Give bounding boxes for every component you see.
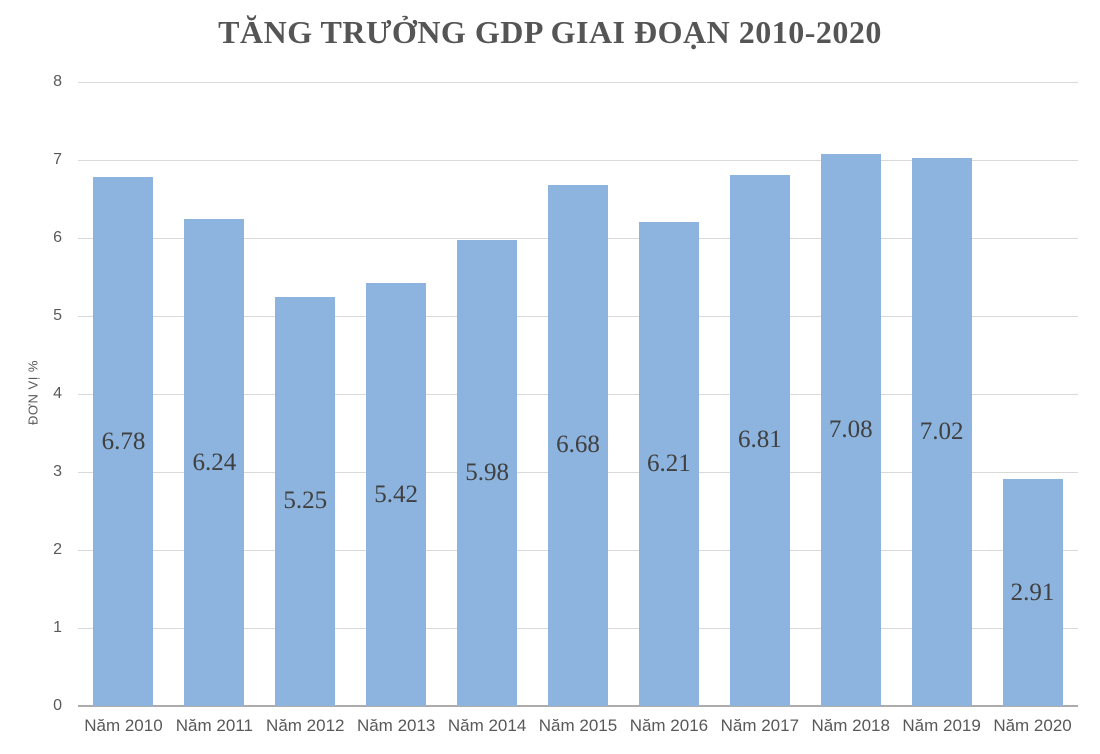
bar-2016 bbox=[638, 221, 699, 706]
x-tick-label-2013: Năm 2013 bbox=[356, 716, 436, 735]
x-tick-label-2012: Năm 2012 bbox=[266, 716, 345, 735]
bar-value-label-2019: 7.02 bbox=[919, 418, 964, 446]
bar-2019 bbox=[911, 158, 972, 706]
y-tick-label-1: 1 bbox=[53, 619, 62, 636]
x-tick-label-2011: Năm 2011 bbox=[175, 716, 253, 735]
y-tick-label-2: 2 bbox=[53, 541, 62, 558]
x-tick-label-2020: Năm 2020 bbox=[993, 716, 1072, 735]
bar-value-label-2014: 5.98 bbox=[465, 458, 509, 486]
y-tick-label-0: 0 bbox=[53, 697, 62, 714]
bar-value-label-2018: 7.08 bbox=[828, 415, 873, 443]
plot-area bbox=[78, 82, 1078, 707]
bar-value-label-2013: 5.42 bbox=[374, 480, 419, 508]
x-tick-label-2015: Năm 2015 bbox=[538, 716, 618, 735]
bar-value-label-2020: 2.91 bbox=[1010, 578, 1055, 606]
bar-value-label-2015: 6.68 bbox=[556, 431, 600, 459]
x-tick-label-2016: Năm 2016 bbox=[629, 716, 709, 735]
y-tick-label-8: 8 bbox=[53, 73, 62, 90]
bar-2012 bbox=[275, 296, 336, 706]
bar-2013 bbox=[366, 283, 427, 706]
bar-value-label-2010: 6.78 bbox=[101, 427, 146, 455]
bar-2018 bbox=[820, 153, 881, 706]
x-axis-line bbox=[78, 705, 1078, 707]
bar-2020 bbox=[1002, 479, 1063, 706]
bar-2014 bbox=[457, 239, 518, 706]
x-tick-label-2010: Năm 2010 bbox=[84, 716, 163, 735]
x-tick-label-2018: Năm 2018 bbox=[811, 716, 890, 735]
gridline-y-7 bbox=[78, 160, 1078, 161]
bar-value-label-2011: 6.24 bbox=[192, 448, 237, 476]
x-tick-label-2019: Năm 2019 bbox=[902, 716, 981, 735]
bar-value-label-2017: 6.81 bbox=[737, 426, 782, 454]
gridline-y-8 bbox=[78, 82, 1078, 83]
bar-2017 bbox=[729, 174, 790, 706]
bar-value-label-2016: 6.21 bbox=[647, 449, 691, 477]
x-tick-label-2017: Năm 2017 bbox=[720, 716, 800, 735]
y-tick-label-3: 3 bbox=[53, 463, 62, 480]
y-tick-label-5: 5 bbox=[53, 307, 62, 324]
x-tick-label-2014: Năm 2014 bbox=[447, 716, 527, 735]
y-tick-label-6: 6 bbox=[53, 229, 62, 246]
bar-2011 bbox=[184, 219, 245, 706]
bar-2010 bbox=[93, 177, 154, 706]
y-tick-label-4: 4 bbox=[53, 385, 62, 402]
bar-value-label-2012: 5.25 bbox=[283, 487, 328, 515]
chart-title: TĂNG TRƯỞNG GDP GIAI ĐOẠN 2010-2020 bbox=[218, 14, 882, 50]
bar-2015 bbox=[548, 184, 608, 706]
y-tick-label-7: 7 bbox=[53, 151, 62, 168]
